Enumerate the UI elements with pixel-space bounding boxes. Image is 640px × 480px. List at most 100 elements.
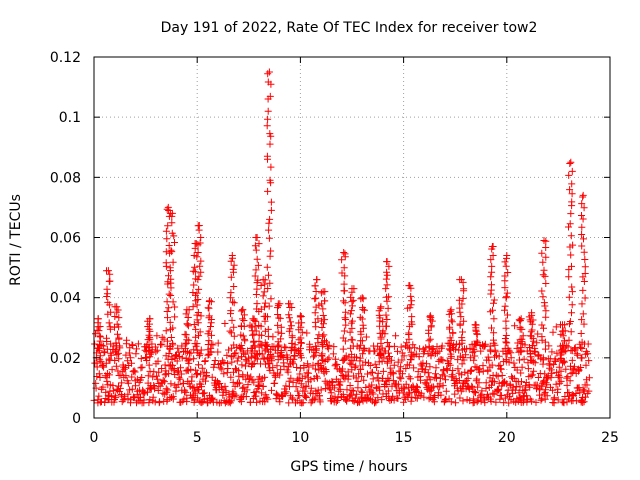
data-point bbox=[214, 339, 222, 347]
data-point bbox=[174, 344, 182, 352]
data-point bbox=[542, 307, 550, 315]
data-point bbox=[540, 356, 547, 364]
data-point bbox=[192, 325, 200, 333]
data-point bbox=[346, 382, 354, 389]
data-point bbox=[382, 311, 390, 319]
data-point bbox=[506, 381, 514, 389]
data-point bbox=[264, 313, 271, 321]
data-point bbox=[383, 258, 391, 266]
data-point bbox=[392, 332, 400, 340]
data-point bbox=[190, 281, 198, 289]
data-point bbox=[275, 341, 283, 349]
y-tick-label: 0.08 bbox=[50, 170, 81, 186]
data-point bbox=[322, 385, 330, 392]
data-point bbox=[386, 364, 394, 372]
axis-ticks: 0 5 10 15 20 25 0 0.02 0.04 0.06 0.08 0.1 0.12 bbox=[50, 50, 619, 446]
data-point bbox=[354, 384, 362, 392]
data-point bbox=[342, 316, 350, 323]
data-point bbox=[473, 375, 481, 383]
data-point bbox=[420, 393, 428, 401]
data-point bbox=[442, 387, 450, 395]
data-point bbox=[530, 367, 538, 375]
data-point bbox=[261, 327, 269, 335]
x-tick-label: 10 bbox=[291, 430, 309, 446]
data-point bbox=[501, 284, 509, 292]
data-point bbox=[507, 354, 515, 362]
data-point bbox=[319, 288, 327, 296]
data-point bbox=[575, 367, 582, 375]
data-point bbox=[163, 308, 171, 315]
data-point bbox=[149, 393, 157, 401]
data-point bbox=[305, 363, 313, 371]
data-point bbox=[385, 342, 393, 350]
data-point bbox=[317, 386, 325, 394]
data-point bbox=[339, 365, 346, 373]
data-point bbox=[518, 335, 526, 343]
data-point bbox=[377, 333, 385, 341]
data-point bbox=[488, 262, 496, 270]
data-point bbox=[265, 234, 273, 242]
data-point bbox=[120, 365, 128, 373]
data-point bbox=[454, 365, 462, 373]
data-point bbox=[166, 318, 174, 326]
data-point bbox=[144, 372, 152, 380]
data-point bbox=[93, 363, 101, 371]
data-point bbox=[267, 198, 275, 206]
data-point bbox=[577, 343, 584, 351]
data-point bbox=[458, 300, 466, 308]
data-point bbox=[258, 331, 266, 339]
data-point bbox=[153, 372, 161, 380]
data-point bbox=[289, 360, 297, 368]
data-point bbox=[581, 270, 589, 277]
data-point bbox=[503, 293, 510, 301]
data-point bbox=[473, 337, 481, 345]
data-point bbox=[490, 315, 498, 323]
data-point bbox=[538, 321, 546, 329]
data-point bbox=[195, 332, 202, 340]
data-point bbox=[351, 394, 359, 402]
data-point bbox=[146, 350, 154, 358]
data-point bbox=[200, 389, 208, 397]
data-point bbox=[220, 370, 228, 378]
data-point bbox=[189, 267, 197, 275]
data-point bbox=[406, 344, 413, 352]
data-point bbox=[556, 373, 564, 381]
data-point bbox=[285, 311, 293, 319]
data-point bbox=[123, 336, 131, 344]
data-point bbox=[163, 298, 171, 306]
data-point bbox=[100, 349, 108, 357]
data-point bbox=[329, 378, 337, 386]
data-point bbox=[183, 320, 191, 328]
data-point bbox=[352, 362, 360, 370]
data-point bbox=[568, 391, 576, 399]
data-point bbox=[152, 348, 160, 356]
data-point bbox=[567, 158, 575, 166]
data-point bbox=[311, 365, 319, 373]
data-point bbox=[207, 323, 214, 330]
data-point bbox=[247, 353, 255, 361]
data-point bbox=[470, 356, 478, 364]
data-point bbox=[228, 358, 236, 366]
data-point bbox=[262, 342, 270, 350]
data-point bbox=[341, 287, 348, 295]
data-point bbox=[195, 222, 203, 229]
data-point bbox=[518, 363, 526, 371]
data-point bbox=[548, 369, 556, 377]
data-point bbox=[357, 365, 365, 373]
data-point bbox=[573, 350, 581, 358]
grid-lines bbox=[94, 57, 610, 418]
data-point bbox=[566, 220, 574, 228]
data-point bbox=[184, 314, 192, 321]
data-point bbox=[452, 399, 460, 407]
data-point bbox=[409, 341, 417, 349]
data-point bbox=[464, 374, 472, 382]
data-point bbox=[321, 316, 329, 324]
data-point bbox=[119, 396, 127, 404]
data-point bbox=[543, 392, 551, 400]
data-point bbox=[504, 311, 511, 319]
data-point bbox=[241, 335, 248, 343]
data-point bbox=[297, 380, 305, 388]
data-point bbox=[332, 398, 340, 406]
data-point bbox=[543, 375, 551, 383]
data-point bbox=[177, 370, 185, 378]
